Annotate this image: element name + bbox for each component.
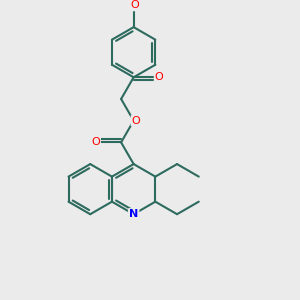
Text: N: N — [129, 209, 138, 219]
Text: O: O — [130, 0, 139, 10]
Text: O: O — [131, 116, 140, 126]
Text: O: O — [92, 137, 100, 147]
Text: O: O — [154, 72, 163, 82]
